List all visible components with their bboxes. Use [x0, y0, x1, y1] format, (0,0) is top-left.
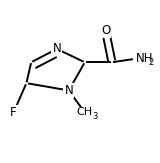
- Text: N: N: [52, 42, 61, 55]
- Text: 2: 2: [148, 58, 153, 67]
- Text: 3: 3: [92, 112, 97, 121]
- Text: NH: NH: [136, 52, 153, 65]
- Text: F: F: [10, 106, 17, 119]
- Text: CH: CH: [77, 107, 93, 118]
- Text: N: N: [64, 84, 73, 97]
- Text: O: O: [101, 24, 110, 37]
